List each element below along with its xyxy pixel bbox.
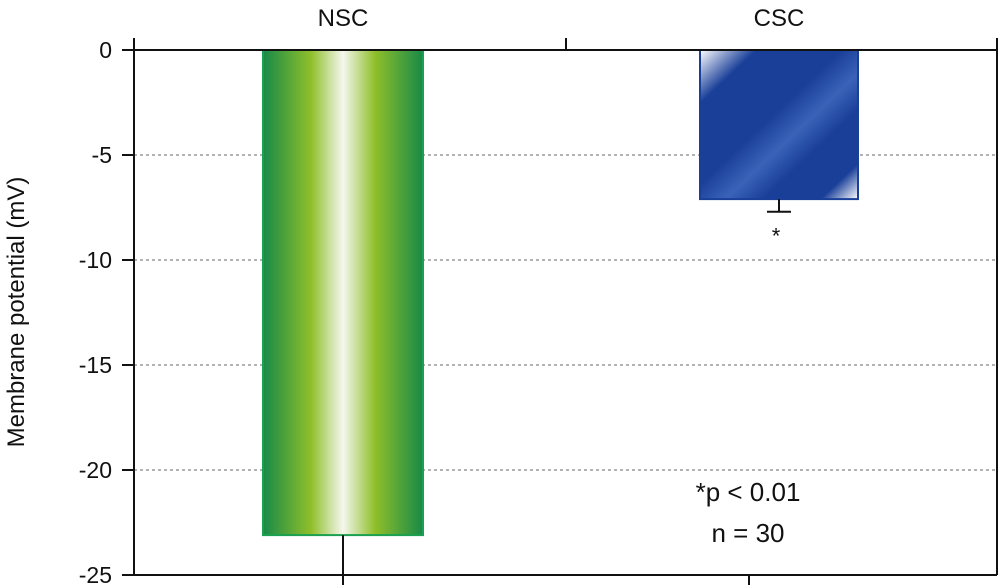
y-axis-title: Membrane potential (mV) (3, 177, 30, 448)
y-tick-label: 0 (99, 37, 112, 63)
bar-nsc (262, 49, 424, 537)
bar-csc (699, 49, 859, 201)
annotation-n: n = 30 (711, 518, 784, 548)
category-label-nsc: NSC (318, 5, 369, 32)
category-label-csc: CSC (754, 5, 805, 32)
y-tick-label: -5 (92, 142, 112, 168)
annotation-p-value: *p < 0.01 (696, 477, 801, 507)
significance-marker-csc: * (772, 224, 781, 249)
bars (262, 49, 859, 537)
y-ticks: 0 -5 -10 -15 -20 -25 (79, 37, 134, 585)
y-tick-label: -15 (79, 352, 112, 378)
y-tick-label: -20 (79, 457, 112, 483)
y-tick-label: -25 (79, 562, 112, 585)
axes (133, 38, 998, 585)
y-tick-label: -10 (79, 247, 112, 273)
